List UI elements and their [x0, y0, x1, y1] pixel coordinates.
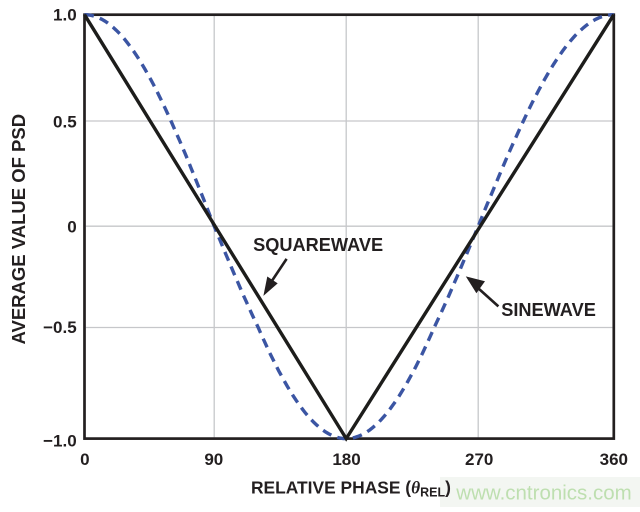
svg-text:AVERAGE VALUE OF PSD: AVERAGE VALUE OF PSD — [8, 114, 29, 345]
svg-text:270: 270 — [465, 450, 493, 469]
svg-text:RELATIVE PHASE (θREL): RELATIVE PHASE (θREL) — [251, 477, 451, 499]
svg-text:180: 180 — [332, 450, 360, 469]
svg-text:−0.5: −0.5 — [43, 318, 77, 337]
svg-text:90: 90 — [204, 450, 223, 469]
svg-text:www.cntronics.com: www.cntronics.com — [455, 482, 631, 505]
svg-text:0.5: 0.5 — [53, 112, 77, 131]
svg-text:0: 0 — [80, 450, 89, 469]
svg-text:360: 360 — [600, 450, 628, 469]
svg-text:1.0: 1.0 — [53, 6, 77, 25]
svg-text:0: 0 — [67, 218, 76, 237]
svg-text:SINEWAVE: SINEWAVE — [501, 300, 596, 320]
svg-text:−1.0: −1.0 — [43, 431, 77, 450]
svg-text:SQUAREWAVE: SQUAREWAVE — [253, 235, 383, 255]
